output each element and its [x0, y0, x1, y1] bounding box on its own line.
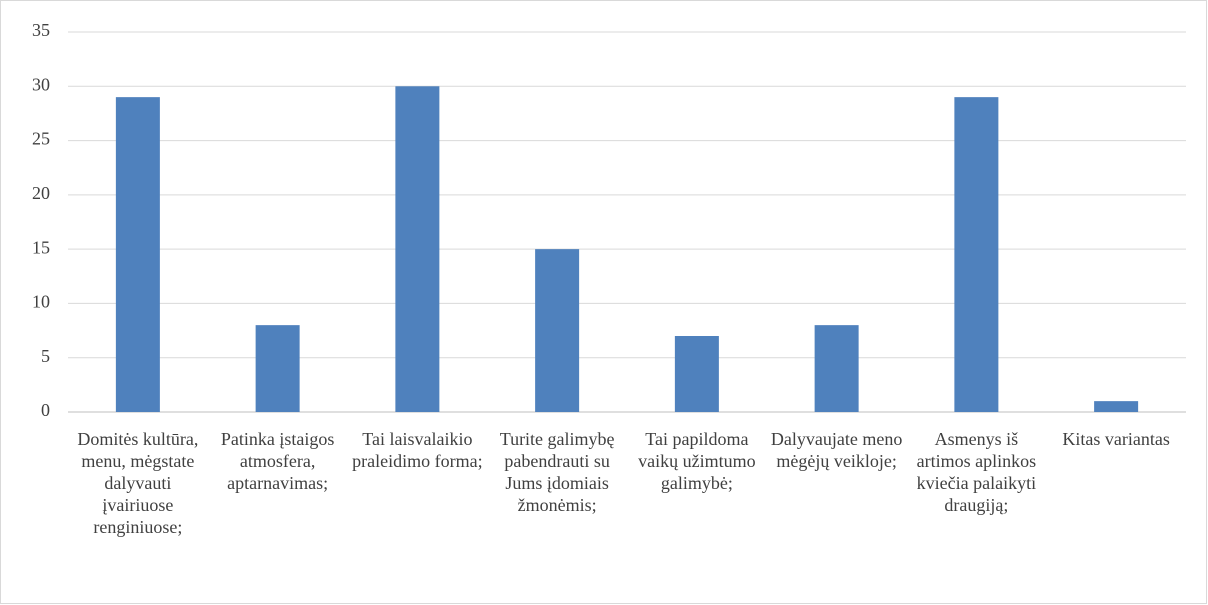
bar [1094, 401, 1139, 412]
bar [395, 86, 440, 413]
x-tick-label: Tai papildoma vaikų užimtumo galimybė; [638, 429, 756, 493]
y-tick-label: 20 [32, 183, 50, 203]
x-tick-label: Turite galimybę pabendrauti su Jums įdom… [499, 429, 615, 515]
x-tick-label: Dalyvaujate meno mėgėjų veikloje; [770, 429, 903, 471]
y-tick-label: 35 [32, 20, 50, 40]
x-tick-label: Kitas variantas [1062, 429, 1170, 449]
bar [115, 97, 160, 413]
x-tick-label: Domitės kultūra, menu, mėgstate dalyvaut… [77, 429, 199, 537]
y-tick-label: 0 [41, 400, 50, 420]
bar [954, 97, 999, 413]
bar [255, 325, 300, 412]
bar [674, 336, 719, 412]
y-tick-label: 15 [32, 237, 50, 257]
x-tick-label: Asmenys iš artimos aplinkos kviečia pala… [916, 429, 1037, 515]
bar [814, 325, 859, 412]
y-tick-label: 30 [32, 74, 50, 94]
y-tick-label: 5 [41, 346, 50, 366]
x-tick-label: Patinka įstaigos atmosfera, aptarnavimas… [220, 429, 335, 493]
bar [535, 249, 580, 412]
y-tick-label: 25 [32, 129, 50, 149]
x-tick-label: Tai laisvalaikio praleidimo forma; [352, 429, 483, 471]
y-tick-label: 10 [32, 292, 50, 312]
